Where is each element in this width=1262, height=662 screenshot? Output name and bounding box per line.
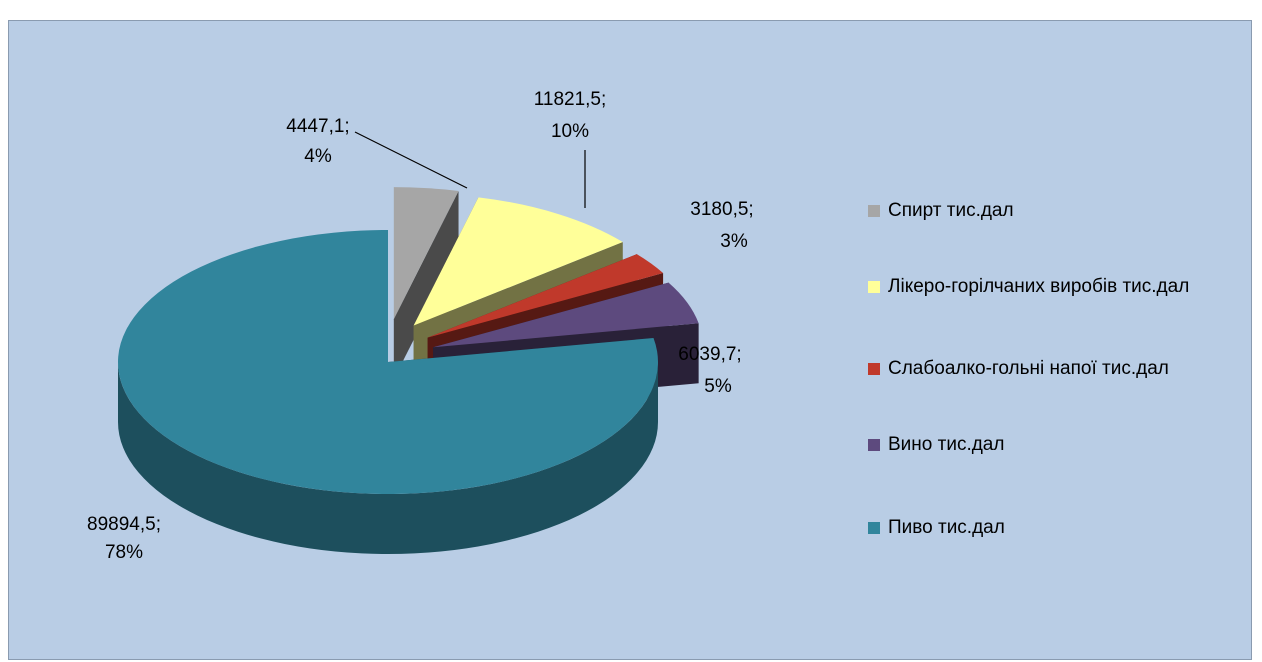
legend-label: Пиво тис.дал xyxy=(888,517,1005,538)
slice xyxy=(117,230,658,554)
data-label: 4447,1; xyxy=(286,116,349,137)
data-label-percent: 10% xyxy=(551,121,589,142)
data-label: 11821,5; xyxy=(534,89,607,110)
legend-label: Спирт тис.дал xyxy=(888,200,1014,221)
legend-label: Слабоалко-гольні напої тис.дал xyxy=(888,358,1169,379)
slice-wall xyxy=(118,362,658,554)
data-label: 89894,5; xyxy=(87,514,161,535)
slice xyxy=(393,187,459,380)
legend-swatch xyxy=(868,281,880,293)
slice-top xyxy=(427,254,664,338)
legend-swatch xyxy=(868,439,880,451)
leader-line xyxy=(354,131,468,189)
legend-label: Лікеро-горілчаних виробів тис.дал xyxy=(888,276,1190,297)
data-label: 3180,5; xyxy=(690,199,753,220)
slice-side xyxy=(393,190,459,380)
slice-top xyxy=(433,282,699,348)
data-label-percent: 78% xyxy=(105,542,143,563)
legend-swatch xyxy=(868,363,880,375)
data-label-percent: 4% xyxy=(304,146,332,167)
data-label: 6039,7; xyxy=(678,344,741,365)
slice-top xyxy=(117,230,658,495)
legend-label: Вино тис.дал xyxy=(888,434,1005,455)
legend-swatch xyxy=(868,205,880,217)
data-label-percent: 5% xyxy=(704,376,732,397)
legend-swatch xyxy=(868,522,880,534)
slice-top xyxy=(393,187,459,320)
slice-top xyxy=(413,197,623,326)
data-label-percent: 3% xyxy=(720,231,748,252)
